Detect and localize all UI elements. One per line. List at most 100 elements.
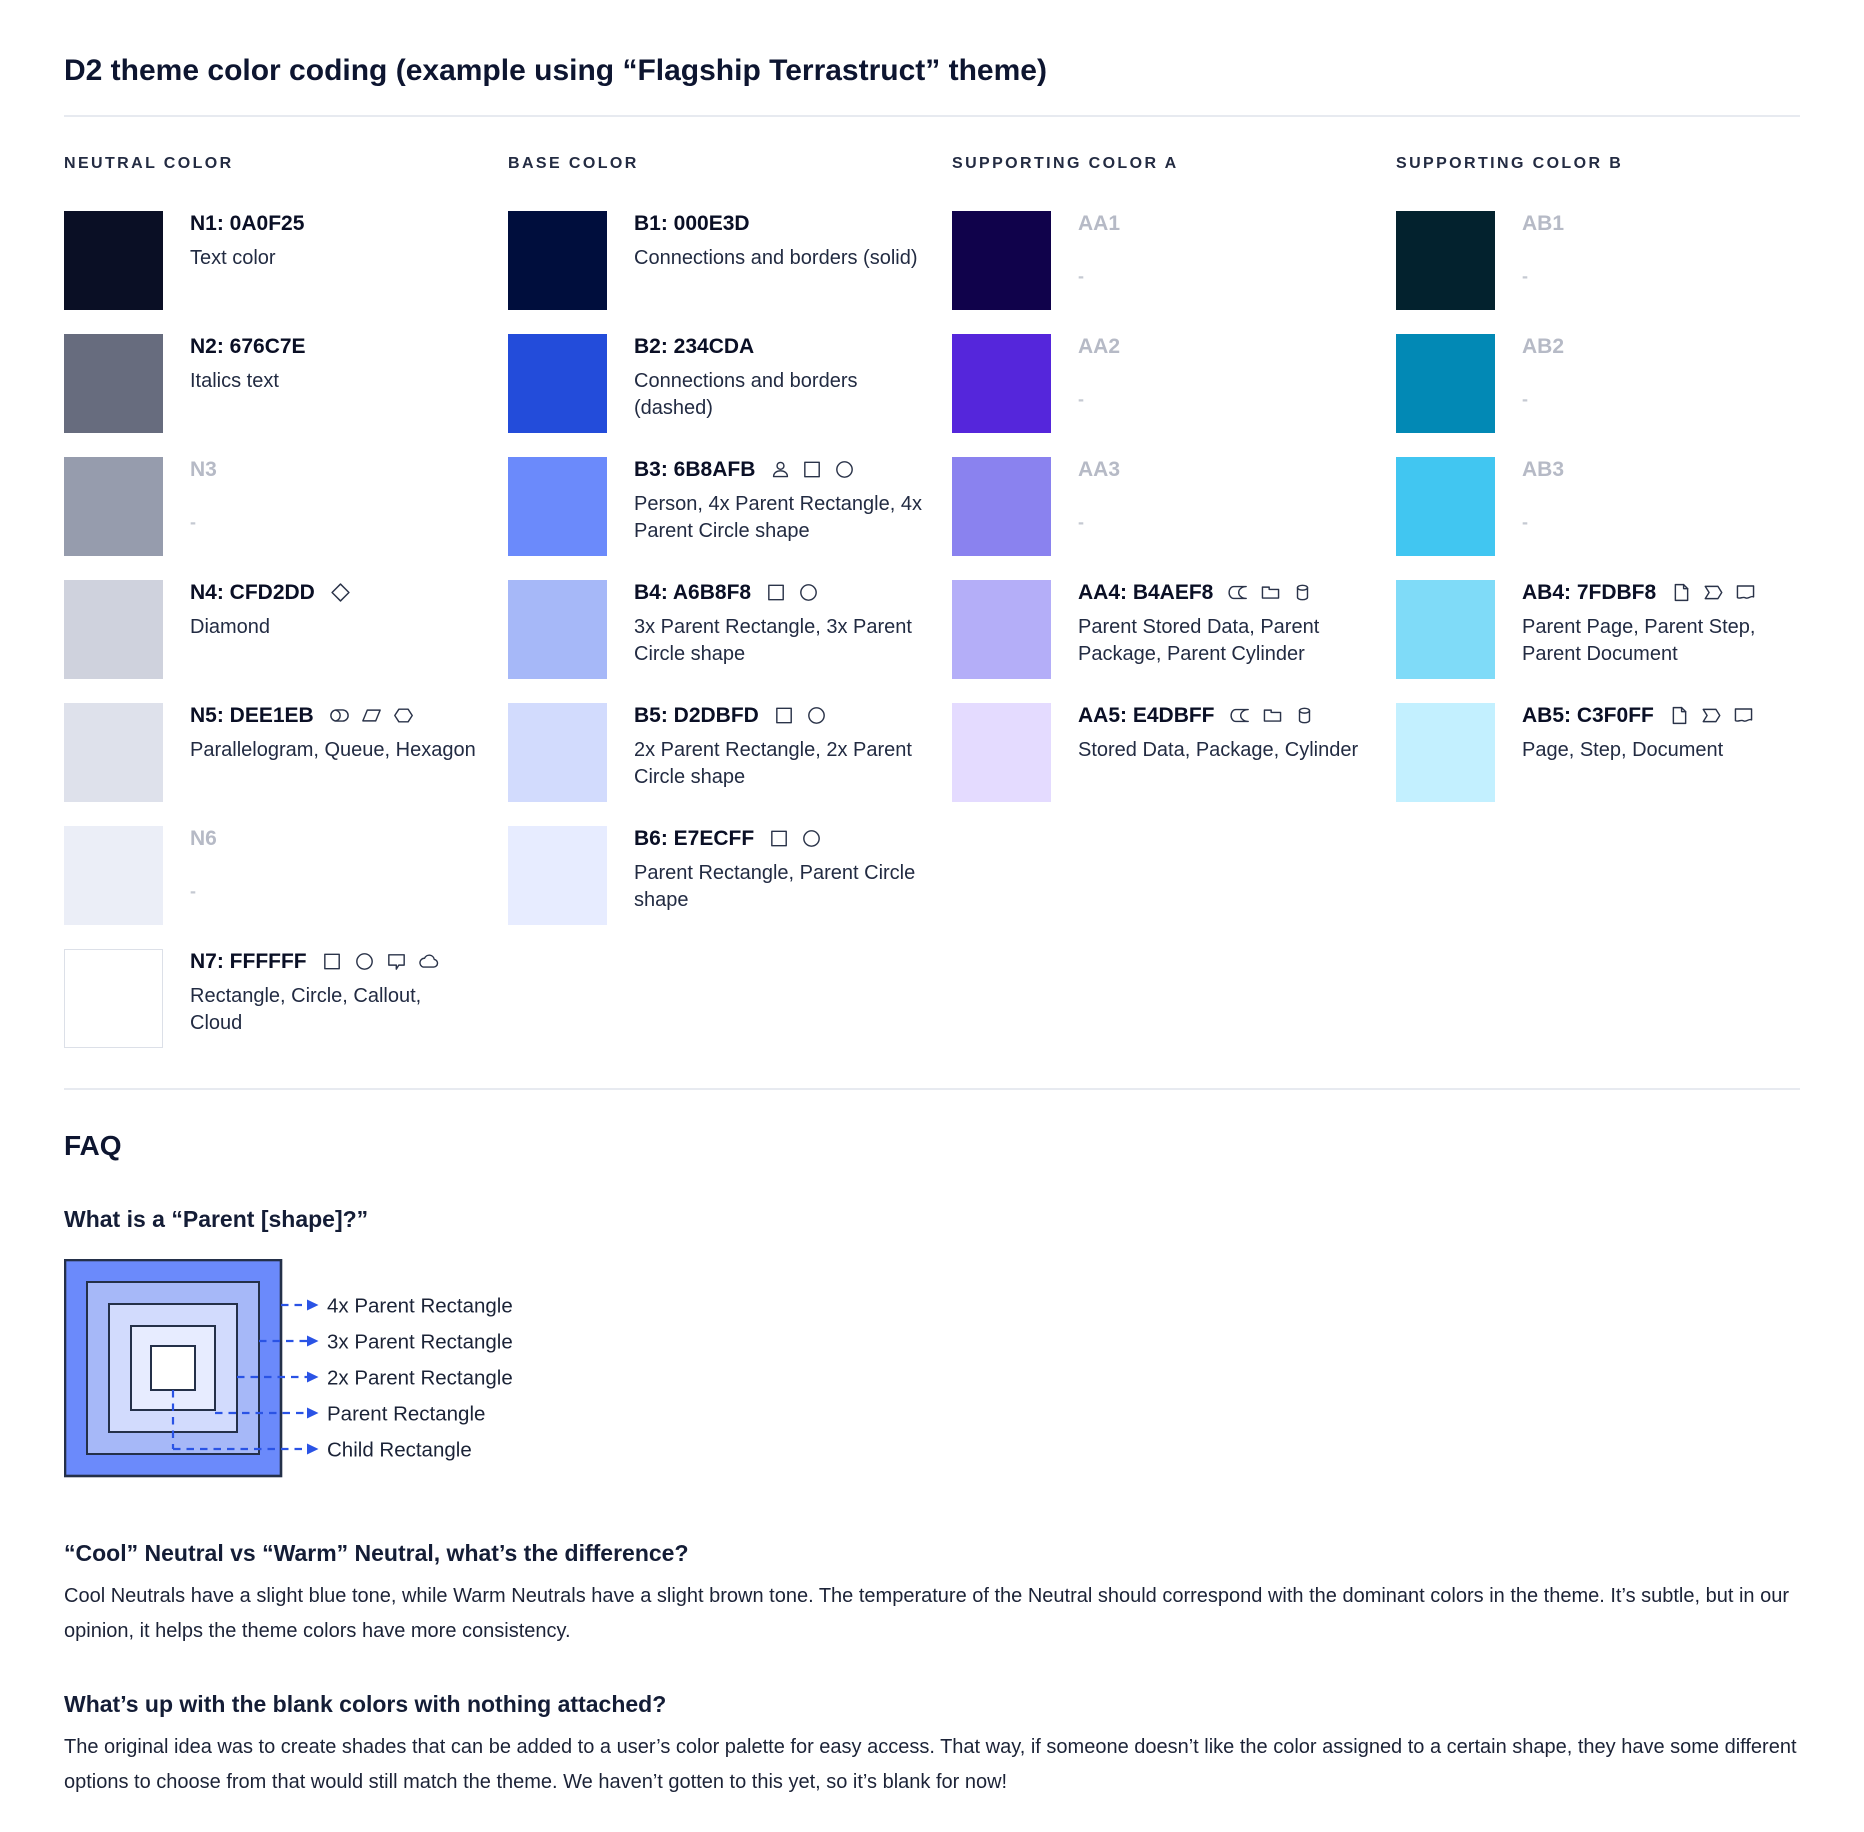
shape-icons xyxy=(1668,704,1755,727)
color-description: Page, Step, Document xyxy=(1522,738,1724,761)
stored-data-icon xyxy=(1229,708,1249,723)
rectangle-icon xyxy=(775,707,792,724)
document-icon xyxy=(1734,708,1753,722)
shape-icons xyxy=(1670,581,1757,604)
divider xyxy=(64,114,1800,117)
palette-column: SUPPORTING COLOR B AB1 - AB2 - AB3 - AB4: 7FDBF… xyxy=(1396,155,1840,826)
color-swatch xyxy=(64,948,163,1048)
color-swatch xyxy=(1396,702,1495,802)
faq-answer-cool-warm: Cool Neutrals have a slight blue tone, w… xyxy=(64,1584,1789,1642)
color-code: N6 xyxy=(190,826,217,850)
diagram-label: 3x Parent Rectangle xyxy=(327,1330,513,1353)
arrowhead xyxy=(307,1335,319,1346)
column-header: BASE COLOR xyxy=(508,154,639,172)
palette-column: BASE COLOR B1: 000E3D Connections and bord… xyxy=(508,155,952,949)
color-description: Stored Data, Package, Cylinder xyxy=(1078,738,1359,761)
color-code: B6: E7ECFF xyxy=(634,826,755,850)
color-swatch xyxy=(64,579,163,679)
color-swatch xyxy=(508,702,607,802)
stored-data-icon xyxy=(1228,585,1248,600)
color-description: Italics text xyxy=(190,369,279,392)
color-row: B6: E7ECFF Parent Rectangle, Parent Circl… xyxy=(508,825,952,925)
color-swatch xyxy=(508,825,607,925)
circle-icon xyxy=(800,584,817,601)
faq-heading: FAQ xyxy=(64,1129,122,1161)
shape-icons xyxy=(769,458,856,481)
circle-icon xyxy=(355,953,373,970)
color-row: AB3 - xyxy=(1396,456,1840,556)
color-description: Parent Page, Parent Step, Parent Documen… xyxy=(1522,615,1756,666)
callout-icon xyxy=(387,954,405,970)
color-row: AB2 - xyxy=(1396,333,1840,433)
page-icon xyxy=(1674,583,1689,602)
column-header: SUPPORTING COLOR B xyxy=(1396,154,1624,172)
color-swatch xyxy=(952,702,1051,802)
cloud-icon xyxy=(418,954,438,968)
color-row: B2: 234CDA Connections and borders (dashe… xyxy=(508,333,952,433)
color-swatch xyxy=(64,825,163,925)
color-code: N5: DEE1EB xyxy=(190,703,314,727)
color-row: N3 - xyxy=(64,456,508,556)
color-row: N1: 0A0F25 Text color xyxy=(64,210,508,310)
color-description: Text color xyxy=(190,246,276,269)
color-swatch xyxy=(1396,579,1495,679)
shape-icons xyxy=(773,704,828,727)
color-code: B1: 000E3D xyxy=(634,211,750,235)
color-code: N3 xyxy=(190,457,217,481)
color-swatch xyxy=(952,579,1051,679)
color-row: B3: 6B8AFB Person, 4x Parent Rectangle, 4… xyxy=(508,456,952,556)
color-description: Connections and borders (dashed) xyxy=(634,369,858,420)
shape-icons xyxy=(1229,704,1316,727)
diagram-label: Child Rectangle xyxy=(327,1438,472,1461)
page-icon xyxy=(1672,706,1687,725)
cylinder-icon xyxy=(1297,584,1309,601)
palette-column: NEUTRAL COLOR N1: 0A0F25 Text color N2: 676… xyxy=(64,155,508,1072)
circle-icon xyxy=(807,707,825,724)
color-code: AB2 xyxy=(1522,334,1565,358)
blank-value-dash: - xyxy=(1522,388,1528,409)
color-code: AA2 xyxy=(1078,334,1121,358)
color-row: N7: FFFFFF Rectangle, Circle, Callout, Cl… xyxy=(64,948,508,1048)
column-header: SUPPORTING COLOR A xyxy=(952,154,1179,172)
color-swatch xyxy=(1396,333,1495,433)
parent-shape-diagram: 4x Parent Rectangle 3x Parent Rectangle 2x… xyxy=(63,1258,1800,1500)
color-swatch xyxy=(952,210,1051,310)
color-code: N7: FFFFFF xyxy=(190,949,307,973)
blank-value-dash: - xyxy=(1078,265,1084,286)
color-swatch xyxy=(508,210,607,310)
column-header: NEUTRAL COLOR xyxy=(64,154,234,172)
color-description: Parent Stored Data, Parent Package, Pare… xyxy=(1078,615,1320,666)
color-row: B1: 000E3D Connections and borders (solid… xyxy=(508,210,952,310)
color-description: 2x Parent Rectangle, 2x Parent Circle sh… xyxy=(634,738,912,789)
color-row: AA3 - xyxy=(952,456,1396,556)
color-description: Person, 4x Parent Rectangle, 4x Parent C… xyxy=(634,492,922,543)
faq-question-blank-colors: What’s up with the blank colors with not… xyxy=(64,1690,667,1717)
parallelogram-icon xyxy=(361,709,381,722)
color-swatch xyxy=(952,456,1051,556)
nested-parent-rectangles-diagram: 4x Parent Rectangle 3x Parent Rectangle 2x… xyxy=(63,1258,513,1477)
diagram-label: 2x Parent Rectangle xyxy=(327,1366,513,1389)
color-row: AA1 - xyxy=(952,210,1396,310)
color-row: N6 - xyxy=(64,825,508,925)
diamond-icon xyxy=(331,583,350,602)
color-row: N2: 676C7E Italics text xyxy=(64,333,508,433)
color-row: AB1 - xyxy=(1396,210,1840,310)
package-icon xyxy=(1263,709,1281,722)
color-row: AA4: B4AEF8 Parent Stored Data, Parent Pa… xyxy=(952,579,1396,679)
color-code: B5: D2DBFD xyxy=(634,703,759,727)
circle-icon xyxy=(803,830,821,847)
step-icon xyxy=(1704,585,1723,600)
color-code: N1: 0A0F25 xyxy=(190,211,305,235)
arrowhead xyxy=(307,1407,319,1418)
circle-icon xyxy=(836,461,854,478)
color-description: 3x Parent Rectangle, 3x Parent Circle sh… xyxy=(634,615,912,666)
color-row: N5: DEE1EB Parallelogram, Queue, Hexagon xyxy=(64,702,508,802)
shape-icons xyxy=(768,827,823,850)
hexagon-icon xyxy=(393,708,413,723)
package-icon xyxy=(1262,586,1280,599)
queue-icon xyxy=(329,709,349,722)
palette-column: SUPPORTING COLOR A AA1 - AA2 - AA3 - AA4: B4AEF… xyxy=(952,155,1396,826)
child-rectangle xyxy=(150,1344,196,1391)
faq-question-parent-shape: What is a “Parent [shape]?” xyxy=(64,1205,369,1232)
rectangle-icon xyxy=(323,953,340,970)
